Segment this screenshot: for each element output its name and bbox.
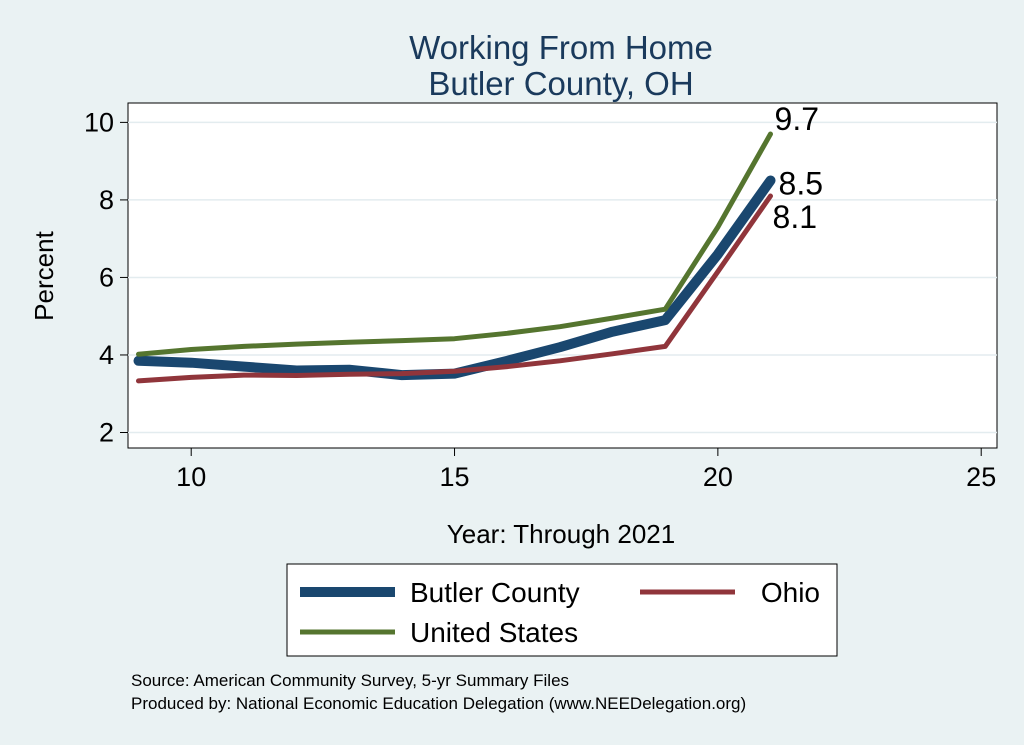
legend-box xyxy=(286,563,838,657)
y-tick-label: 6 xyxy=(99,262,114,292)
axes: 2 4 6 8 10 10 15 20 25 xyxy=(84,107,996,492)
y-tick-label: 2 xyxy=(99,417,114,447)
legend-label: United States xyxy=(410,617,578,648)
end-label: 9.7 xyxy=(775,101,819,137)
series-line-2 xyxy=(136,131,773,357)
x-tick-label: 20 xyxy=(703,462,733,492)
end-labels: 8.58.1 9.7 xyxy=(773,101,823,235)
plot-area xyxy=(127,102,998,449)
legend: Butler County Ohio United States xyxy=(286,563,838,657)
y-tick-label: 8 xyxy=(99,185,114,215)
legend-label: Butler County xyxy=(410,577,580,608)
chart-title: Working From Home xyxy=(409,29,713,66)
series-lines xyxy=(133,131,776,384)
x-axis-label: Year: Through 2021 xyxy=(447,519,675,549)
x-tick-label: 15 xyxy=(440,462,470,492)
end-label: 8.5 xyxy=(779,166,823,202)
y-axis-label: Percent xyxy=(29,230,59,320)
series-line-1 xyxy=(136,193,773,384)
x-tick-label: 25 xyxy=(966,462,996,492)
gridlines xyxy=(128,121,997,434)
x-tick-label: 10 xyxy=(176,462,206,492)
legend-label: Ohio xyxy=(761,577,820,608)
y-tick-label: 10 xyxy=(84,107,114,137)
source-note: Source: American Community Survey, 5-yr … xyxy=(131,671,569,690)
y-tick-label: 4 xyxy=(99,340,114,370)
producer-note: Produced by: National Economic Education… xyxy=(131,694,746,713)
chart-subtitle: Butler County, OH xyxy=(428,65,693,102)
end-label: 8.1 xyxy=(773,199,817,235)
